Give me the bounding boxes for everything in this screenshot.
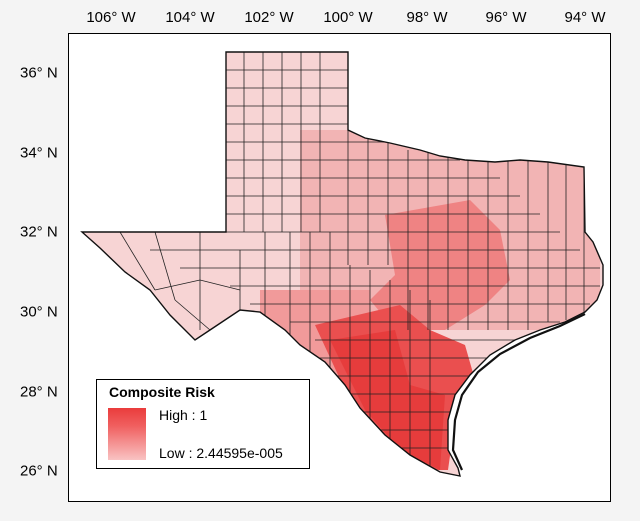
map-legend: Composite Risk High : 1 Low : 2.44595e-0… <box>96 379 310 469</box>
legend-low-label: Low : 2.44595e-005 <box>159 445 283 461</box>
latitude-label: 28° N <box>20 383 58 401</box>
longitude-label: 94° W <box>564 9 606 26</box>
longitude-label: 106° W <box>86 9 136 26</box>
longitude-label: 104° W <box>165 9 215 26</box>
longitude-label: 102° W <box>244 9 294 26</box>
legend-title: Composite Risk <box>109 384 215 400</box>
latitude-label: 34° N <box>20 144 58 162</box>
latitude-label: 36° N <box>20 64 58 82</box>
latitude-label: 32° N <box>20 223 58 241</box>
central-texas-high-risk <box>370 200 510 330</box>
longitude-label: 96° W <box>485 9 527 26</box>
latitude-label: 26° N <box>20 462 58 480</box>
texas-outline <box>80 51 604 477</box>
longitude-label: 98° W <box>406 9 448 26</box>
legend-color-ramp <box>108 408 146 460</box>
latitude-label: 30° N <box>20 303 58 321</box>
gulf-coast-barrier-islands <box>451 313 586 471</box>
longitude-label: 100° W <box>323 9 373 26</box>
rio-grande-high-risk <box>330 330 445 470</box>
legend-high-label: High : 1 <box>159 407 208 423</box>
